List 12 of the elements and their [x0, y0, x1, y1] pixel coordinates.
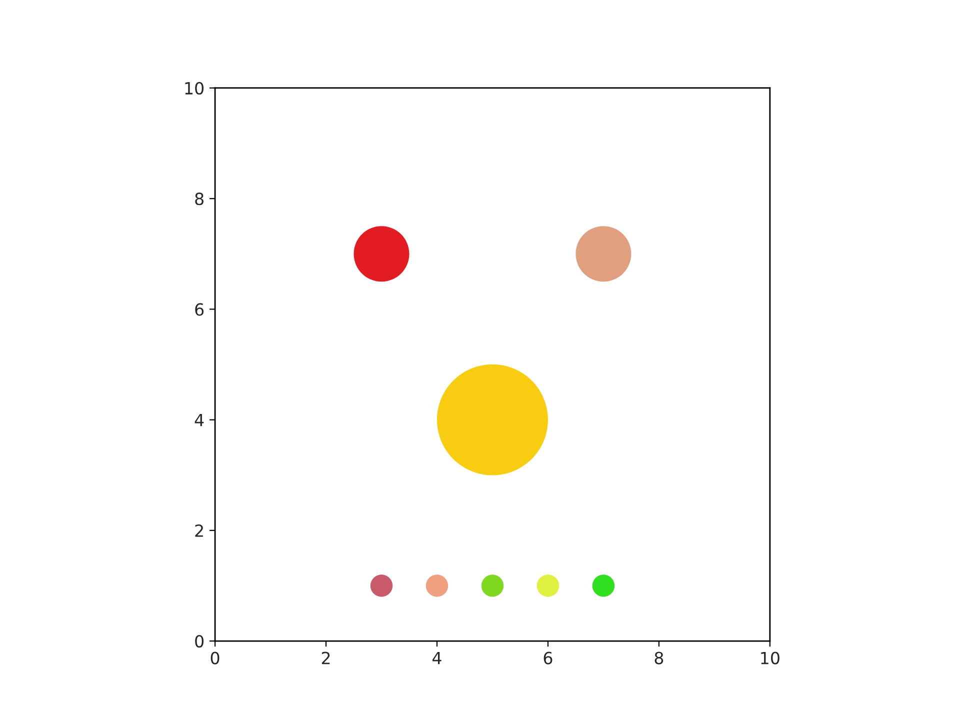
y-tick-label: 10 — [185, 82, 204, 95]
y-tick-label: 0 — [195, 634, 204, 648]
x-tick-label: 8 — [654, 652, 664, 664]
y-tick-label: 6 — [195, 303, 204, 316]
x-tick-label: 10 — [761, 652, 780, 664]
x-tick-label: 4 — [432, 652, 442, 664]
y-tick-label: 2 — [195, 524, 203, 537]
y-tick-label: 8 — [195, 192, 204, 206]
y-tick-label: 4 — [194, 414, 204, 426]
x-tick-label: 6 — [544, 652, 552, 664]
x-tick-label: 2 — [322, 652, 330, 664]
x-tick-label: 0 — [210, 652, 220, 664]
